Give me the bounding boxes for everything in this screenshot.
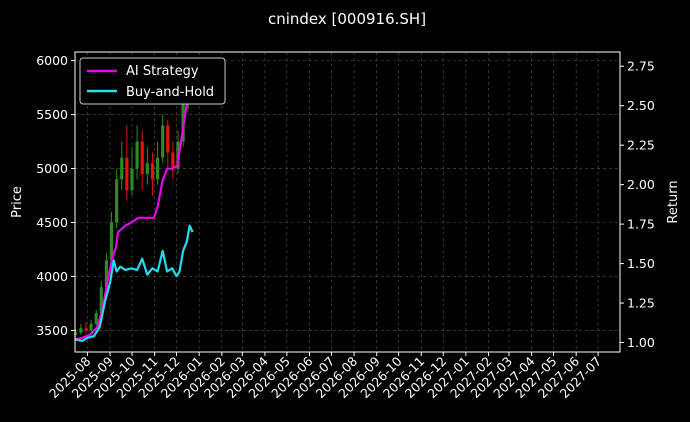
return-lines [74, 83, 194, 342]
candle-body [120, 157, 124, 180]
right-y-tick-label: 2.25 [627, 138, 655, 153]
right-axis-label: Return [666, 180, 681, 223]
candle-body [145, 163, 149, 174]
left-y-tick-label: 4000 [36, 269, 68, 284]
candle-body [115, 179, 119, 223]
legend: AI Strategy Buy-and-Hold [79, 57, 226, 105]
candle-body [125, 157, 129, 191]
right-y-tick-label: 1.00 [627, 335, 655, 350]
legend-label-ai-strategy: AI Strategy [126, 64, 199, 79]
left-y-tick-label: 5000 [36, 161, 68, 176]
left-y-tick-label: 4500 [36, 215, 68, 230]
candle-body [150, 163, 155, 180]
left-axis-label: Price [10, 186, 25, 218]
candle-body [89, 323, 93, 331]
candle-body [140, 141, 144, 174]
series-line-buy-and-hold [74, 224, 194, 342]
plot-frame [74, 51, 621, 353]
right-y-tick-label: 2.00 [627, 177, 655, 192]
candle-body [109, 222, 114, 261]
left-y-tick-label: 6000 [36, 53, 68, 68]
right-y-tick-label: 1.75 [627, 217, 655, 232]
chart-title: cnindex [000916.SH] [268, 10, 426, 28]
candle-body [104, 260, 109, 288]
candle-body [161, 125, 165, 158]
left-y-tick-label: 3500 [36, 323, 68, 338]
right-y-tick-label: 1.50 [627, 256, 655, 271]
right-y-tick-label: 2.50 [627, 98, 655, 113]
right-y-tick-label: 2.75 [627, 59, 655, 74]
legend-box [79, 57, 226, 105]
left-y-tick-label: 5500 [36, 107, 68, 122]
right-y-axis: 1.00 1.25 1.50 1.75 2.00 2.25 2.50 2.75 [620, 59, 655, 350]
candle-body [94, 313, 98, 324]
candle-body [171, 152, 175, 169]
candle-body [74, 332, 78, 335]
x-axis: 2025-082025-092025-102025-112025-122026-… [46, 352, 604, 401]
candle-body [135, 141, 139, 169]
right-y-tick-label: 1.25 [627, 296, 655, 311]
left-y-axis: 3500 4000 4500 5000 5500 6000 [36, 53, 75, 338]
candle-body [84, 328, 88, 331]
legend-label-buy-and-hold: Buy-and-Hold [126, 85, 214, 100]
candle-body [166, 125, 170, 153]
candle-body [99, 287, 103, 314]
candle-body [79, 328, 83, 333]
candle-body [155, 157, 160, 180]
candle-body [130, 168, 134, 191]
